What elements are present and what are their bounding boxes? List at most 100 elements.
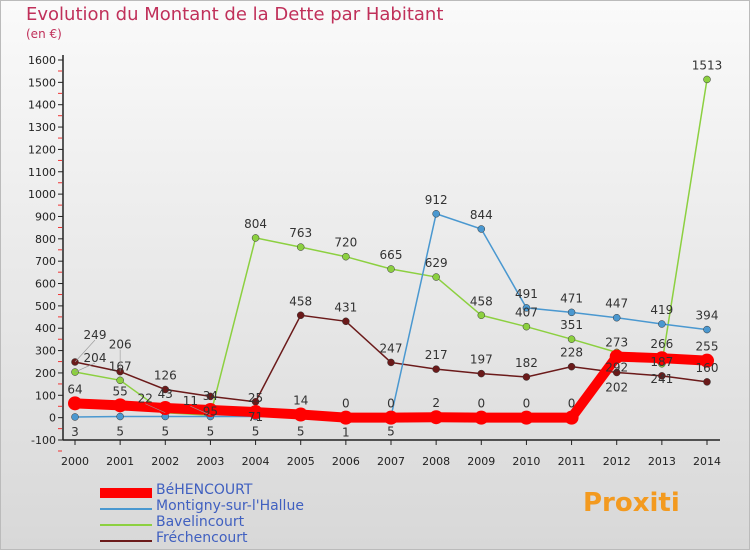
data-point — [116, 412, 124, 421]
data-label: 241 — [650, 372, 673, 386]
data-point — [387, 265, 395, 273]
data-label: 160 — [696, 361, 719, 375]
data-point — [519, 410, 534, 425]
x-tick-label: 2013 — [648, 455, 676, 468]
y-tick-label: 300 — [35, 345, 56, 358]
data-label: 471 — [560, 291, 583, 305]
x-tick-label: 2001 — [106, 455, 134, 468]
data-point — [612, 368, 621, 377]
data-point — [700, 353, 714, 368]
legend-swatch — [100, 508, 152, 510]
data-point — [71, 413, 79, 421]
data-point — [158, 401, 173, 416]
data-label: 5 — [387, 425, 395, 439]
data-point — [113, 398, 128, 413]
series-lines — [68, 75, 714, 425]
data-label: 351 — [560, 318, 583, 332]
data-label: 204 — [84, 351, 107, 365]
data-label: 206 — [109, 338, 132, 352]
y-tick-label: 1000 — [28, 188, 56, 201]
x-tick-label: 2012 — [603, 455, 631, 468]
data-label: 64 — [67, 382, 82, 396]
x-tick-label: 2010 — [512, 455, 540, 468]
x-tick-label: 2000 — [61, 455, 89, 468]
data-label: 34 — [203, 389, 218, 403]
y-tick-label: 1500 — [28, 76, 56, 89]
data-label: 407 — [515, 306, 538, 320]
data-label: 5 — [161, 425, 169, 439]
y-tick-label: 100 — [35, 389, 56, 402]
data-point — [251, 234, 260, 242]
data-point — [116, 376, 124, 385]
data-label: 247 — [380, 341, 403, 355]
data-point — [658, 372, 666, 380]
x-tick-label: 2004 — [242, 455, 270, 468]
data-label: 249 — [84, 328, 107, 342]
data-label: 458 — [289, 294, 312, 308]
y-tick-label: 0 — [49, 412, 56, 425]
y-tick-label: 1200 — [28, 143, 56, 156]
legend-label: BéHENCOURT — [156, 482, 253, 498]
x-tick-label: 2011 — [558, 455, 586, 468]
data-point — [293, 407, 308, 422]
data-point — [654, 351, 669, 366]
y-tick-label: 1300 — [28, 121, 56, 134]
data-point — [477, 369, 486, 378]
y-tick-label: 900 — [35, 210, 56, 223]
y-tick-label: 1400 — [28, 99, 56, 112]
data-point — [338, 410, 353, 425]
data-label: 5 — [116, 425, 124, 439]
data-point — [567, 308, 576, 317]
y-tick-label: 200 — [35, 367, 56, 380]
data-label: 14 — [293, 394, 308, 408]
data-label: 217 — [425, 348, 448, 362]
data-label: 95 — [203, 404, 218, 418]
data-label: 22 — [138, 392, 153, 406]
data-label: 665 — [380, 248, 403, 262]
y-tick-label: 500 — [35, 300, 56, 313]
x-tick-label: 2009 — [467, 455, 495, 468]
data-point — [522, 373, 531, 381]
x-tick-label: 2006 — [332, 455, 360, 468]
data-point — [387, 358, 395, 367]
data-point — [68, 396, 82, 411]
data-label: 5 — [297, 425, 305, 439]
data-label: 0 — [342, 397, 350, 411]
y-tick-label: 800 — [35, 233, 56, 246]
data-label: 255 — [696, 340, 719, 354]
data-label: 844 — [470, 208, 493, 222]
data-label: 720 — [334, 236, 357, 250]
data-point — [384, 410, 398, 425]
data-point — [658, 320, 666, 328]
data-label: 0 — [523, 397, 531, 411]
data-point — [612, 313, 621, 322]
legend-label: Fréchencourt — [156, 530, 248, 546]
y-tick-label: 1600 — [28, 54, 56, 67]
data-label: 11 — [183, 394, 198, 408]
data-point — [206, 392, 215, 401]
data-point — [342, 317, 350, 326]
data-label: 0 — [477, 397, 485, 411]
data-point — [567, 335, 576, 343]
data-point — [703, 75, 711, 84]
y-tick-label: 600 — [35, 278, 56, 291]
data-point — [161, 385, 170, 394]
data-label: 197 — [470, 353, 493, 367]
data-point — [564, 410, 579, 425]
y-tick-label: 700 — [35, 255, 56, 268]
data-point — [703, 325, 711, 334]
y-tick-label: 400 — [35, 322, 56, 335]
proxiti-logo: Proxiti — [583, 488, 680, 518]
x-tick-label: 2005 — [287, 455, 315, 468]
data-label: 3 — [71, 425, 79, 439]
data-label: 273 — [605, 336, 628, 350]
data-label: 629 — [425, 256, 448, 270]
data-label: 25 — [248, 391, 263, 405]
data-point — [477, 225, 486, 233]
data-label: 763 — [289, 226, 312, 240]
legend-label: Bavelincourt — [156, 514, 245, 530]
data-label: 447 — [605, 297, 628, 311]
data-label: 394 — [696, 309, 719, 323]
